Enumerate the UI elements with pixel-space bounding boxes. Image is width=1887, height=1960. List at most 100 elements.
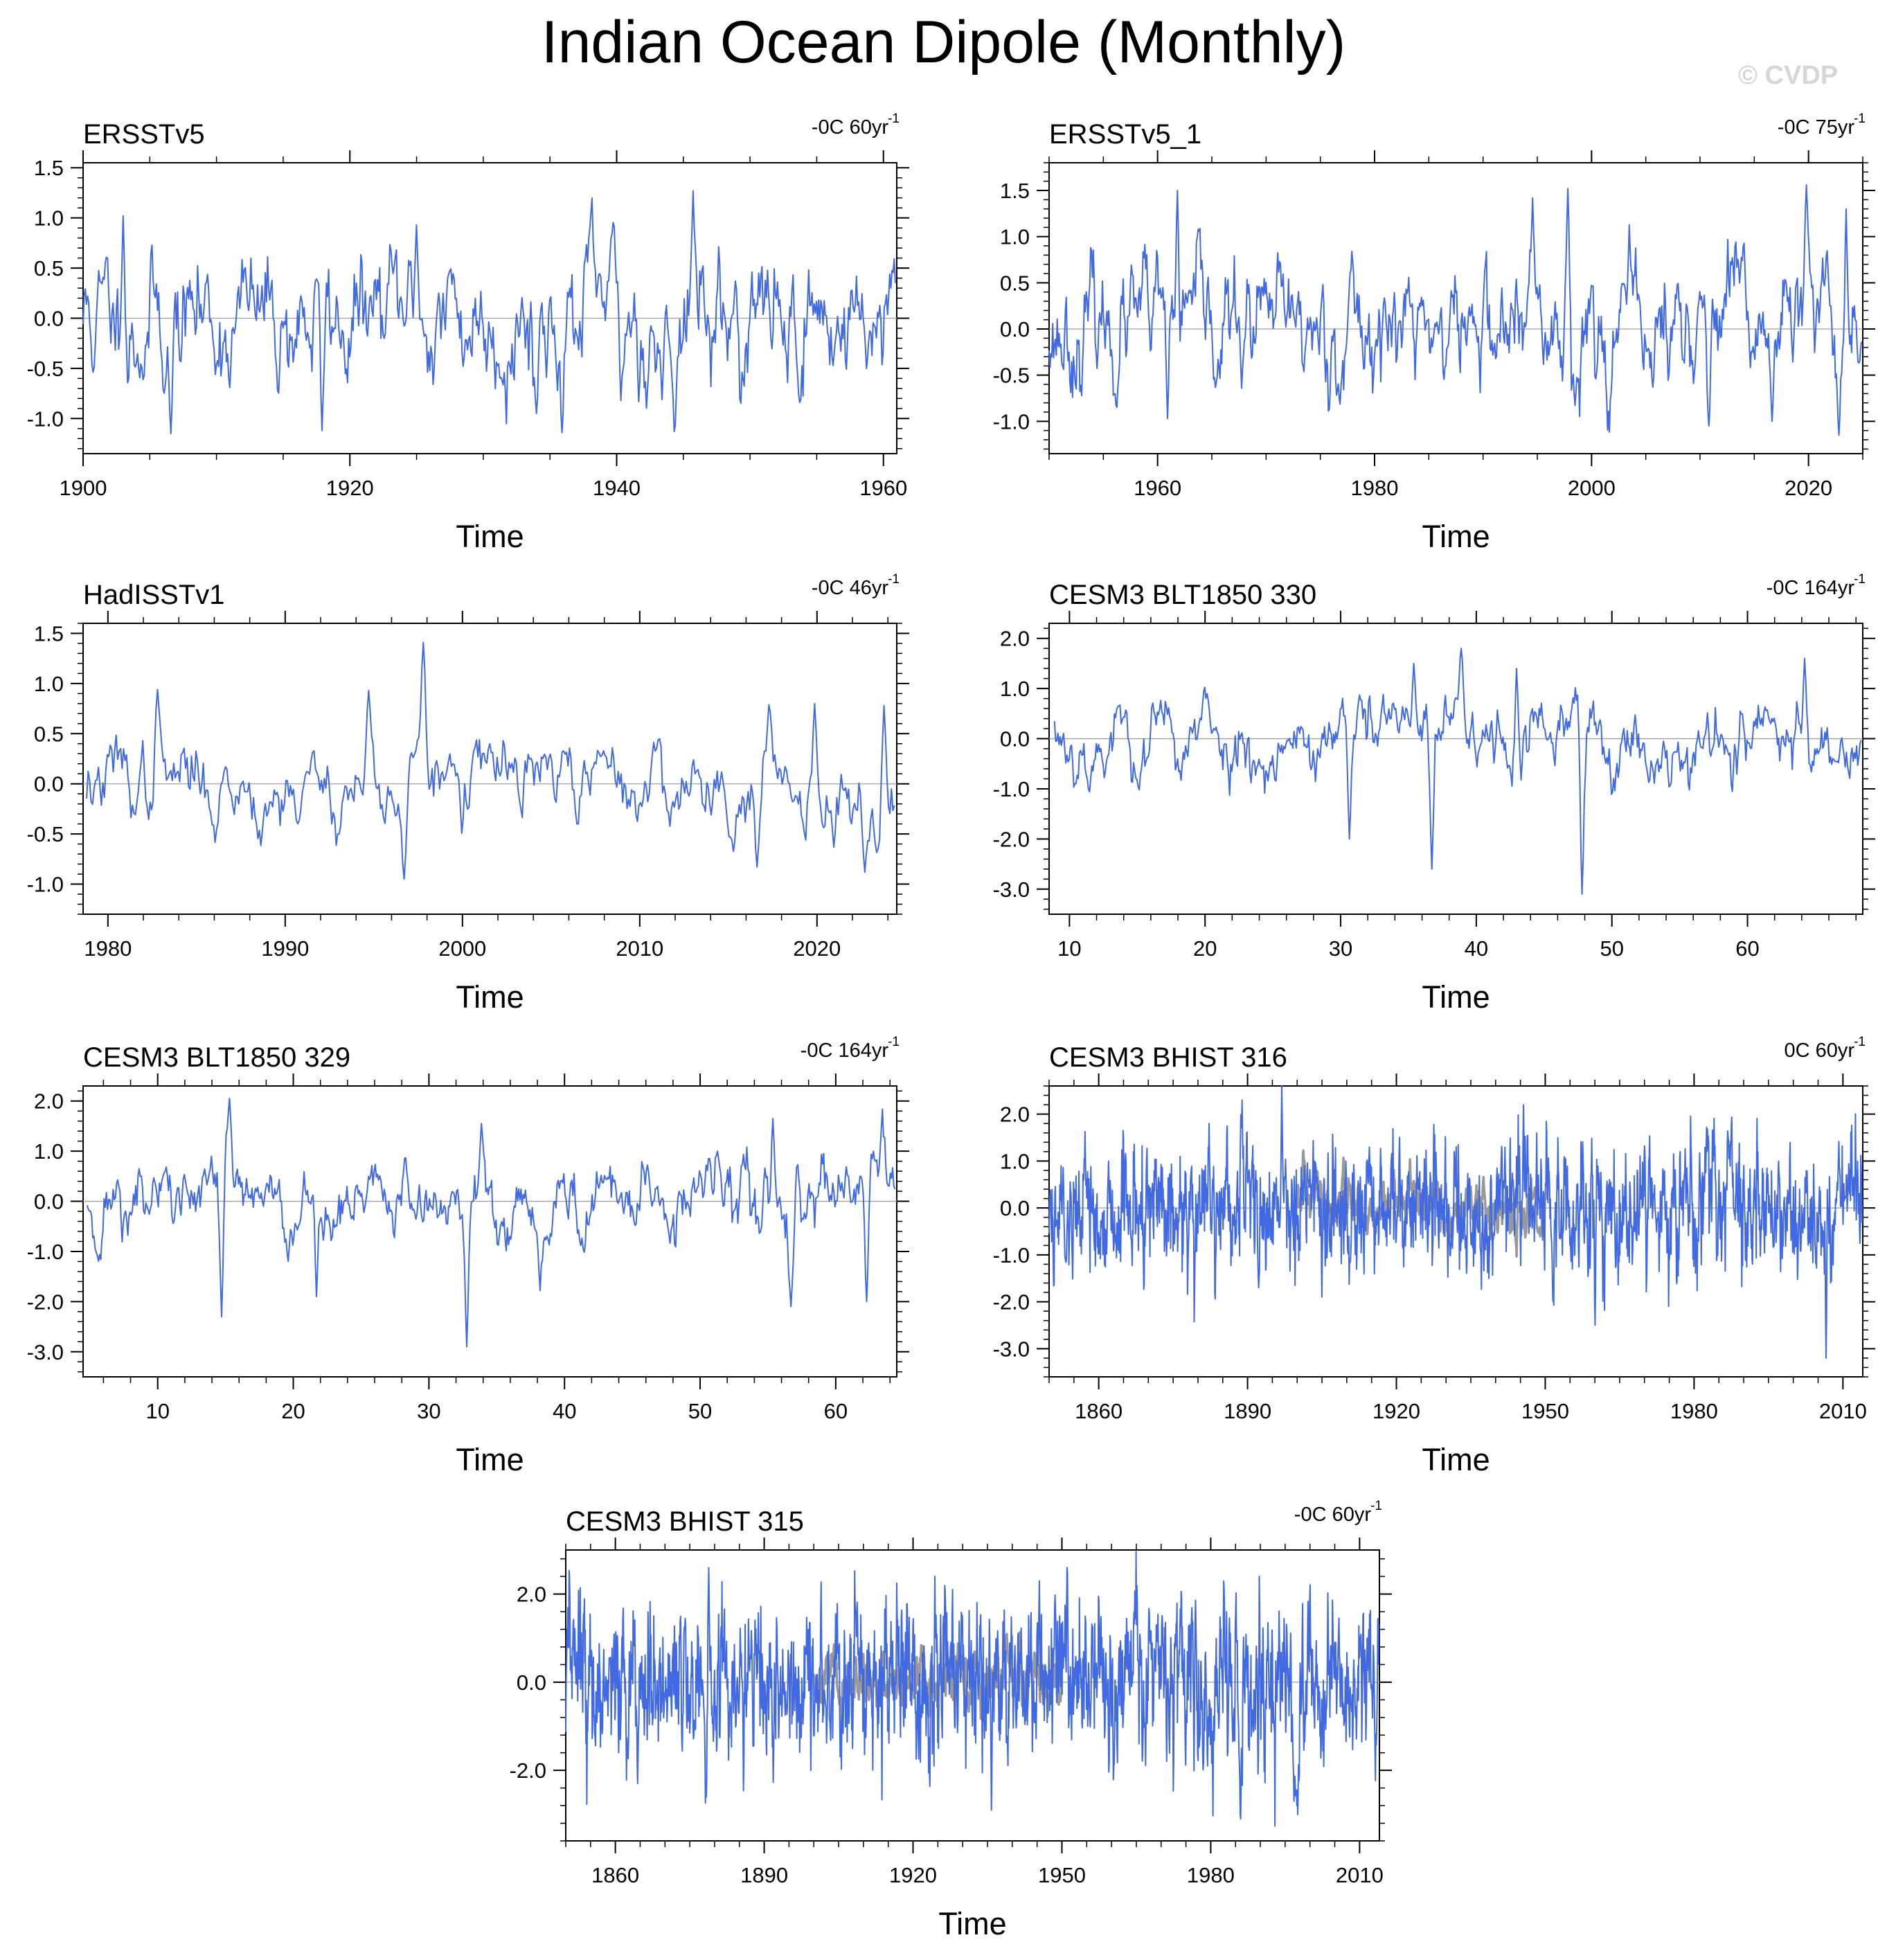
trend-label: -0C 164yr bbox=[1767, 577, 1855, 599]
trend-exponent: -1 bbox=[888, 112, 900, 126]
y-tick-label: 2.0 bbox=[34, 1089, 64, 1114]
x-tick-label: 1980 bbox=[1670, 1399, 1718, 1423]
x-axis-title: Time bbox=[1422, 519, 1490, 554]
trend-label: -0C 46yr bbox=[812, 577, 889, 599]
y-tick-label: -2.0 bbox=[510, 1758, 546, 1783]
y-tick-label: 0.5 bbox=[34, 256, 64, 280]
plot-frame bbox=[1048, 162, 1863, 454]
x-tick-label: 30 bbox=[1329, 936, 1352, 961]
y-tick-label: -3.0 bbox=[993, 1337, 1030, 1361]
y-tick-label: -1.0 bbox=[27, 407, 64, 431]
x-tick-label: 1890 bbox=[740, 1863, 788, 1887]
chart-panel-7: -2.0 0.0 2.0 1860 1890 1920 1950 1980 2010 CESM3 … bbox=[510, 1499, 1392, 1941]
y-tick-label: -2.0 bbox=[993, 827, 1030, 851]
x-tick-label: 1920 bbox=[326, 476, 374, 500]
axis-ticks bbox=[1037, 611, 1875, 927]
x-tick-label: 1860 bbox=[1075, 1399, 1123, 1423]
x-tick-label: 30 bbox=[417, 1399, 440, 1423]
x-tick-label: 2010 bbox=[1336, 1863, 1384, 1887]
y-tick-label: -0.5 bbox=[27, 357, 64, 381]
idx-series-line bbox=[565, 1551, 1379, 1827]
x-tick-label: 1860 bbox=[591, 1863, 639, 1887]
trend-exponent: -1 bbox=[888, 1035, 900, 1049]
y-tick-label: 1.0 bbox=[34, 206, 64, 231]
axis-ticks bbox=[1037, 1073, 1875, 1389]
chart-panel-2: -1.0 -0.5 0.0 0.5 1.0 1.5 1960 1980 2000 2020 ERSS… bbox=[993, 112, 1875, 554]
x-tick-label: 50 bbox=[1600, 936, 1623, 961]
chart-panel-6: -3.0 -2.0 -1.0 0.0 1.0 2.0 1860 1890 1920 1950 198… bbox=[993, 1035, 1875, 1477]
x-tick-label: 1980 bbox=[84, 936, 132, 961]
y-tick-label: 0.0 bbox=[1000, 1196, 1030, 1220]
x-tick-label: 1920 bbox=[889, 1863, 937, 1887]
x-tick-label: 1890 bbox=[1224, 1399, 1271, 1423]
x-axis-title: Time bbox=[456, 519, 524, 554]
trend-exponent: -1 bbox=[1854, 1035, 1866, 1049]
trend-label: 0C 60yr bbox=[1784, 1040, 1854, 1062]
trend-exponent: -1 bbox=[888, 572, 900, 587]
chart-panel-1: -1.0 -0.5 0.0 0.5 1.0 1.5 1900 1920 1940 1960 ERSS… bbox=[27, 112, 909, 554]
x-tick-label: 40 bbox=[553, 1399, 576, 1423]
plot-frame bbox=[82, 623, 897, 915]
x-tick-label: 1960 bbox=[1134, 476, 1181, 500]
axis-ticks bbox=[71, 1073, 909, 1389]
y-tick-label: 0.5 bbox=[34, 722, 64, 746]
x-tick-label: 20 bbox=[1193, 936, 1217, 961]
panel-title: HadISSTv1 bbox=[83, 580, 225, 610]
panel-title: CESM3 BLT1850 329 bbox=[83, 1042, 350, 1073]
y-tick-label: -3.0 bbox=[27, 1340, 64, 1364]
idx-series-line bbox=[86, 641, 895, 880]
y-tick-label: 0.0 bbox=[34, 306, 64, 330]
x-tick-label: 2000 bbox=[1568, 476, 1616, 500]
idx-series-line bbox=[86, 1098, 896, 1348]
y-tick-label: 2.0 bbox=[517, 1583, 546, 1607]
cvdp-watermark: © CVDP bbox=[1738, 61, 1839, 90]
chart-panel-3: -1.0 -0.5 0.0 0.5 1.0 1.5 1980 1990 2000 2010 2020… bbox=[27, 572, 909, 1015]
y-tick-label: -2.0 bbox=[27, 1290, 64, 1314]
trend-label: -0C 75yr bbox=[1778, 116, 1855, 139]
x-axis-title: Time bbox=[1422, 979, 1490, 1015]
x-tick-label: 1980 bbox=[1187, 1863, 1235, 1887]
trend-exponent: -1 bbox=[1370, 1499, 1382, 1513]
panel-title: CESM3 BLT1850 330 bbox=[1049, 580, 1316, 610]
y-tick-label: 1.0 bbox=[1000, 1149, 1030, 1173]
y-tick-label: 1.5 bbox=[34, 156, 64, 180]
y-tick-label: 0.0 bbox=[517, 1671, 546, 1695]
y-tick-label: 0.0 bbox=[1000, 727, 1030, 751]
x-tick-label: 2010 bbox=[1819, 1399, 1867, 1423]
x-tick-label: 2020 bbox=[1785, 476, 1832, 500]
y-tick-label: -1.0 bbox=[993, 409, 1030, 434]
plot-frame bbox=[82, 162, 897, 454]
panel-title: CESM3 BHIST 315 bbox=[566, 1506, 804, 1537]
chart-panel-4: -3.0 -2.0 -1.0 0.0 1.0 2.0 10 20 30 40 50 60 CESM3 B… bbox=[993, 572, 1875, 1015]
idx-series-line bbox=[1048, 1085, 1863, 1359]
x-tick-label: 1950 bbox=[1038, 1863, 1086, 1887]
x-tick-label: 60 bbox=[1735, 936, 1759, 961]
y-tick-label: -1.0 bbox=[993, 1243, 1030, 1267]
x-axis-title: Time bbox=[938, 1906, 1006, 1941]
x-tick-label: 1950 bbox=[1521, 1399, 1569, 1423]
x-axis-title: Time bbox=[456, 979, 524, 1015]
chart-panel-5: -3.0 -2.0 -1.0 0.0 1.0 2.0 10 20 30 40 50 60 CESM3 B… bbox=[27, 1035, 909, 1477]
x-tick-label: 10 bbox=[1057, 936, 1081, 961]
axis-ticks bbox=[71, 150, 909, 466]
x-tick-label: 1990 bbox=[261, 936, 309, 961]
y-tick-label: -1.0 bbox=[27, 873, 64, 897]
y-tick-label: 2.0 bbox=[1000, 1103, 1030, 1127]
y-tick-label: 0.0 bbox=[1000, 317, 1030, 341]
y-tick-label: 1.5 bbox=[1000, 179, 1030, 203]
x-tick-label: 2000 bbox=[438, 936, 486, 961]
axis-ticks bbox=[1037, 150, 1875, 466]
y-tick-label: 1.0 bbox=[34, 1139, 64, 1164]
y-tick-label: 1.0 bbox=[1000, 225, 1030, 249]
x-tick-label: 1980 bbox=[1351, 476, 1399, 500]
x-axis-title: Time bbox=[456, 1442, 524, 1477]
plot-frame bbox=[82, 1085, 897, 1378]
y-tick-label: -0.5 bbox=[27, 822, 64, 846]
figure-title: Indian Ocean Dipole (Monthly) bbox=[541, 9, 1346, 75]
x-tick-label: 60 bbox=[824, 1399, 848, 1423]
y-tick-label: 1.0 bbox=[1000, 677, 1030, 701]
x-tick-label: 40 bbox=[1465, 936, 1488, 961]
x-tick-label: 20 bbox=[281, 1399, 305, 1423]
idx-series-line bbox=[1048, 184, 1863, 436]
